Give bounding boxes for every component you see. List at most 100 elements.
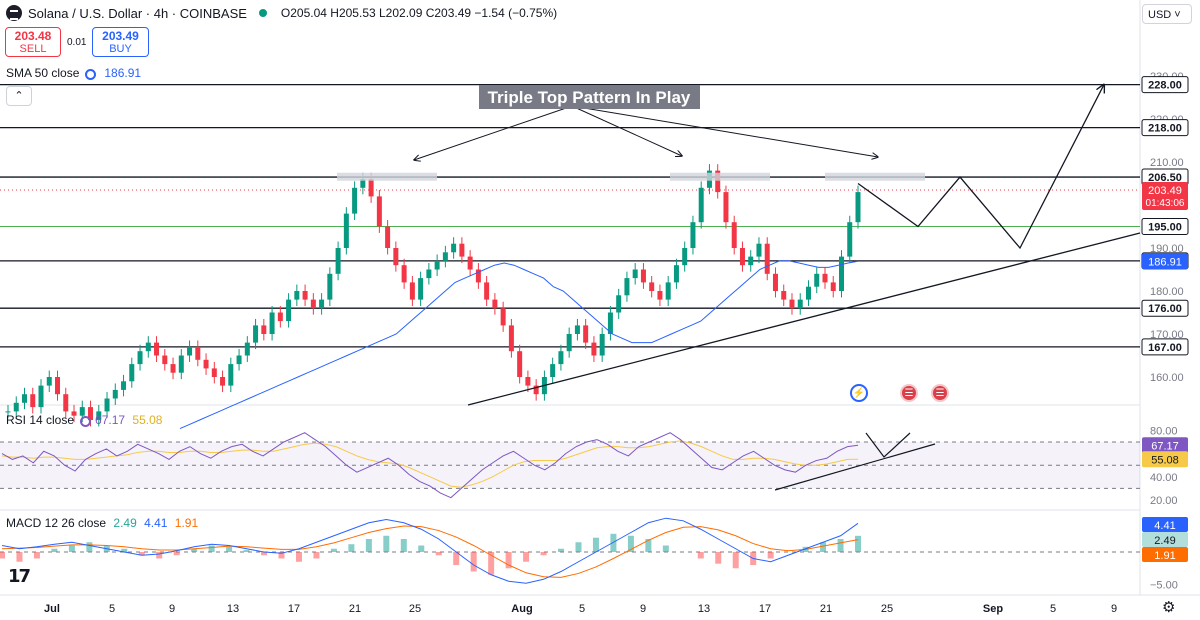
macd-histogram-bar	[418, 545, 425, 552]
macd-hist-value: 2.49	[113, 516, 137, 530]
level-price-tag	[1141, 218, 1189, 235]
tradingview-logo: 17	[8, 566, 31, 587]
rsi-legend[interactable]: RSI 14 close 67.17 55.08	[6, 413, 162, 427]
macd-histogram-bar	[488, 552, 495, 575]
rsi-ma-tag	[1142, 451, 1188, 468]
candle-body	[368, 179, 374, 197]
buy-label: BUY	[109, 43, 132, 55]
candle-body	[731, 222, 737, 248]
level-price-tag	[1141, 299, 1189, 317]
candle-body	[814, 273, 820, 287]
level-price-tag	[1141, 119, 1189, 137]
candle-body	[550, 364, 556, 377]
annotation-label: Triple Top Pattern In Play	[488, 88, 691, 107]
rsi-label: RSI 14 close	[6, 413, 75, 427]
y-tick-label: 180.00	[1150, 286, 1184, 298]
candle-body	[261, 325, 267, 334]
market-status-icon	[258, 9, 267, 17]
macd-histogram-bar	[505, 552, 512, 569]
currency-label: USD	[1148, 9, 1172, 21]
macd-histogram-bar	[697, 552, 704, 559]
macd-histogram-bar	[295, 552, 302, 562]
candle-body	[55, 377, 61, 395]
macd-histogram-bar	[33, 552, 40, 559]
last-price-tag	[1142, 181, 1188, 210]
us-event-flag-icon[interactable]: ☰	[900, 384, 918, 402]
candle-body	[442, 252, 448, 261]
x-tick-label: 9	[640, 603, 646, 615]
candle-body	[343, 213, 349, 248]
sell-button[interactable]: 203.48 SELL	[5, 27, 61, 57]
event-bolt-icon[interactable]: ⚡	[850, 384, 868, 402]
candle-body	[715, 170, 721, 193]
candle-body	[838, 256, 844, 291]
candle-body	[203, 359, 209, 369]
candle-body	[467, 256, 473, 270]
candle-body	[607, 312, 613, 334]
candle-body	[566, 334, 572, 352]
candle-body	[723, 192, 729, 223]
candle-body	[558, 351, 564, 365]
macd-tag-label: 1.91	[1154, 550, 1175, 562]
y-tick-label: 170.00	[1150, 329, 1184, 341]
sync-icon	[80, 416, 92, 427]
candle-body	[805, 286, 811, 300]
rsi-tag-label: 67.17	[1151, 440, 1179, 452]
macd-histogram-bar	[121, 548, 128, 552]
rsi-line	[1, 432, 859, 499]
candle-body	[591, 342, 597, 356]
us-event-flag-icon[interactable]: ☰	[931, 384, 949, 402]
candle-body	[352, 187, 358, 214]
top-zone-highlight	[825, 172, 925, 181]
candle-body	[170, 364, 176, 373]
rsi-ma-tag-label: 55.08	[1151, 454, 1179, 466]
buy-button[interactable]: 203.49 BUY	[92, 27, 149, 57]
macd-histogram-bar	[400, 539, 407, 552]
candle-body	[187, 346, 193, 356]
macd-histogram-bar	[138, 552, 145, 556]
macd-histogram-bar	[261, 552, 268, 556]
macd-histogram-bar	[645, 539, 652, 552]
macd-histogram-bar	[470, 552, 477, 572]
candle-body	[145, 342, 151, 352]
x-tick-label: 9	[1111, 603, 1117, 615]
level-price-label: 228.00	[1148, 80, 1182, 92]
candle-body	[781, 291, 787, 300]
rsi-y-tick: 40.00	[1150, 472, 1178, 484]
chevron-up-icon[interactable]: ⌃	[6, 86, 32, 106]
macd-histogram-bar	[68, 545, 75, 552]
candle-body	[484, 282, 490, 300]
candle-body	[690, 222, 696, 248]
candle-body	[748, 256, 754, 266]
candle-body	[632, 269, 638, 279]
x-tick-label: Aug	[511, 603, 532, 615]
macd-value-tag	[1142, 532, 1188, 547]
y-tick-label: 160.00	[1150, 372, 1184, 384]
sma-legend[interactable]: SMA 50 close 186.91	[6, 66, 141, 80]
pattern-arrow	[571, 105, 878, 157]
candle-body	[129, 364, 135, 382]
sma-value: 186.91	[104, 66, 142, 80]
x-tick-label: 21	[349, 603, 361, 615]
candle-body	[682, 248, 688, 266]
candle-body	[401, 265, 407, 283]
candles	[5, 164, 861, 427]
gear-icon[interactable]: ⚙	[1162, 599, 1176, 616]
candle-body	[426, 269, 432, 279]
sell-price: 203.48	[14, 29, 52, 43]
currency-select[interactable]: USD ˅	[1142, 4, 1192, 24]
projection-path	[857, 85, 1104, 250]
rsi-ma-line	[1, 440, 859, 488]
candle-body	[640, 269, 646, 283]
candle-body	[517, 351, 523, 377]
macd-histogram-bar	[435, 552, 442, 556]
y-tick-label: 190.00	[1150, 243, 1184, 255]
macd-histogram-bar	[855, 535, 861, 552]
rsi-trendline	[774, 443, 936, 491]
candle-body	[418, 278, 424, 300]
candle-body	[698, 187, 704, 223]
symbol-title[interactable]: Solana / U.S. Dollar · 4h · COINBASE	[28, 5, 247, 21]
candle-body	[830, 282, 836, 291]
macd-legend[interactable]: MACD 12 26 close 2.49 4.41 1.91	[6, 516, 198, 530]
